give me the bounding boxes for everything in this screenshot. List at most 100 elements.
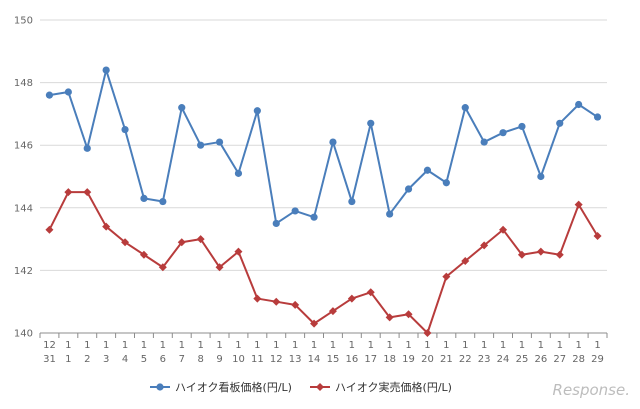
data-point [310, 319, 319, 328]
x-tick-label-top: 1 [179, 340, 185, 351]
data-point [291, 300, 300, 309]
x-tick-label-top: 1 [84, 340, 90, 351]
data-point [517, 250, 526, 259]
x-tick-label-bottom: 24 [497, 354, 510, 365]
x-tick-label-top: 1 [103, 340, 109, 351]
x-tick-label-top: 1 [405, 340, 411, 351]
data-point [423, 329, 432, 337]
x-tick-label-bottom: 23 [478, 354, 491, 365]
data-point [461, 104, 469, 112]
data-point [234, 169, 243, 177]
data-point [158, 263, 167, 272]
data-point [442, 272, 451, 281]
data-point [310, 213, 318, 221]
data-point [253, 294, 262, 303]
data-point [272, 219, 280, 228]
x-tick-label-top: 1 [330, 340, 336, 351]
data-point [518, 122, 526, 131]
y-tick-label: 140 [14, 329, 33, 340]
data-point [404, 185, 413, 193]
y-tick-label: 148 [14, 78, 33, 89]
x-tick-label-top: 1 [424, 340, 430, 351]
x-tick-label-top: 1 [65, 340, 71, 351]
data-point [499, 129, 507, 137]
watermark-logo: Response. [553, 381, 630, 399]
x-tick-label-top: 1 [254, 340, 260, 351]
x-tick-label-bottom: 8 [197, 354, 203, 365]
data-point [536, 247, 545, 256]
data-point [423, 166, 432, 174]
y-axis-ticks: 140 142 144 146 148 150 [14, 16, 33, 340]
x-tick-label-top: 1 [273, 340, 279, 351]
x-tick-label-top: 1 [122, 340, 128, 351]
y-tick-label: 150 [14, 16, 33, 27]
x-tick-label-top: 1 [386, 340, 392, 351]
data-point [366, 288, 375, 297]
x-tick-label-bottom: 10 [232, 354, 245, 365]
data-point [121, 238, 130, 247]
x-tick-label-bottom: 2 [84, 354, 90, 365]
data-point [64, 88, 72, 96]
x-tick-label-top: 1 [197, 340, 203, 351]
series-line [48, 191, 599, 334]
x-tick-label-bottom: 11 [251, 354, 264, 365]
x-tick-label-bottom: 1 [65, 354, 71, 365]
data-point [480, 138, 488, 146]
x-tick-label-bottom: 26 [534, 354, 547, 365]
x-tick-label-bottom: 20 [421, 354, 434, 365]
x-tick-label-bottom: 13 [289, 354, 302, 365]
data-point [139, 250, 148, 259]
x-tick-label-bottom: 25 [516, 354, 529, 365]
y-tick-label: 144 [14, 203, 33, 214]
x-tick-label-top: 1 [575, 340, 581, 351]
data-point [442, 179, 450, 187]
x-tick-label-top: 1 [292, 340, 298, 351]
data-point [537, 172, 545, 181]
data-point [347, 294, 356, 303]
data-point [348, 197, 356, 206]
data-point [45, 225, 54, 234]
x-tick-label-top: 1 [349, 340, 355, 351]
data-point [480, 241, 489, 250]
x-tick-label-bottom: 15 [327, 354, 340, 365]
data-point [385, 313, 394, 322]
x-tick-label-bottom: 6 [160, 354, 166, 365]
legend-marker [156, 383, 164, 391]
x-tick-label-top: 1 [462, 340, 468, 351]
data-point [196, 235, 205, 244]
x-tick-label-bottom: 7 [179, 354, 185, 365]
x-tick-label-top: 1 [557, 340, 563, 351]
x-tick-label-bottom: 12 [270, 354, 283, 365]
series-2 [45, 188, 602, 337]
series-group [45, 66, 602, 337]
data-point [215, 263, 224, 272]
x-tick-label-bottom: 5 [141, 354, 147, 365]
data-point [121, 125, 129, 134]
x-tick-label-bottom: 17 [364, 354, 377, 365]
data-point [102, 66, 110, 74]
data-point [593, 231, 602, 240]
series-1 [45, 66, 602, 228]
data-point [386, 210, 394, 218]
x-tick-label-bottom: 4 [122, 354, 128, 365]
x-tick-label-top: 1 [141, 340, 147, 351]
data-point [45, 91, 54, 99]
data-point [253, 107, 261, 115]
x-tick-label-top: 1 [594, 340, 600, 351]
data-point [556, 119, 564, 127]
data-point [177, 238, 186, 247]
data-point [593, 113, 602, 121]
legend-item-2: ハイオク実売価格(円/L) [310, 380, 452, 394]
data-point [461, 257, 470, 266]
data-point [404, 310, 413, 319]
legend: ハイオク看板価格(円/L) ハイオク実売価格(円/L) [150, 380, 452, 394]
x-tick-label-top: 1 [216, 340, 222, 351]
x-tick-label-top: 1 [368, 340, 374, 351]
legend-marker [316, 383, 324, 391]
x-tick-label-bottom: 27 [553, 354, 566, 365]
data-point [64, 188, 73, 197]
x-tick-label-top: 12 [43, 340, 56, 351]
data-point [102, 222, 111, 231]
x-tick-label-top: 1 [500, 340, 506, 351]
